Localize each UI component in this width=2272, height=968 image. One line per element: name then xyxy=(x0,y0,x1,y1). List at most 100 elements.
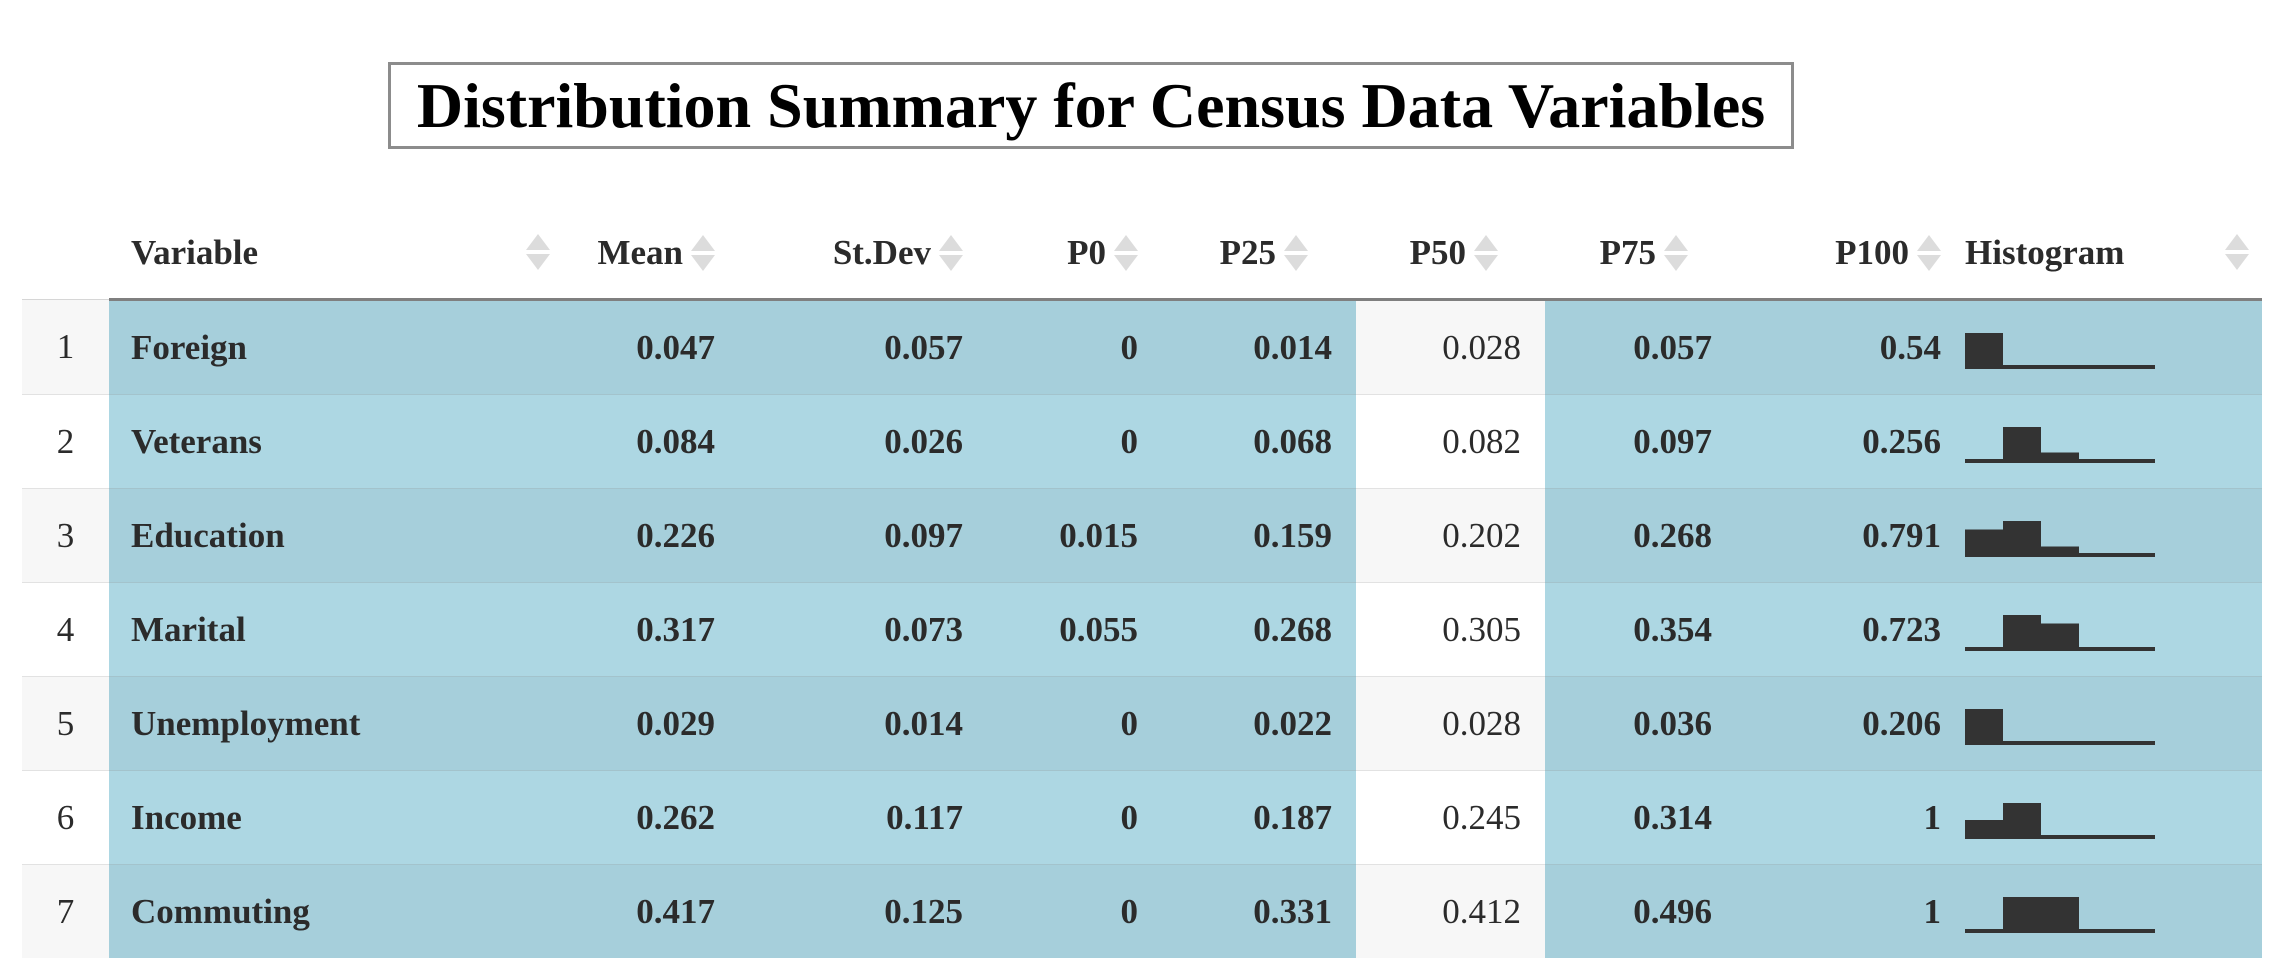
cell-p25: 0.022 xyxy=(1143,676,1356,771)
header-p75[interactable]: P75 xyxy=(1545,206,1736,301)
header-histogram[interactable]: Histogram xyxy=(1951,206,2262,301)
header-sd[interactable]: St.Dev xyxy=(723,206,971,301)
cell-p75: 0.314 xyxy=(1545,770,1736,865)
sort-icon[interactable] xyxy=(2225,232,2249,272)
header-p25-label: P25 xyxy=(1219,233,1276,273)
cell-p75: 0.354 xyxy=(1545,582,1736,677)
cell-p100: 0.791 xyxy=(1736,488,1951,583)
sort-icon[interactable] xyxy=(1114,233,1138,273)
cell-index: 6 xyxy=(22,770,109,865)
cell-index: 2 xyxy=(22,394,109,489)
cell-variable: Income xyxy=(109,770,502,865)
cell-p100: 1 xyxy=(1736,770,1951,865)
cell-p50: 0.412 xyxy=(1356,864,1545,958)
histogram-bar xyxy=(2041,896,2079,931)
cell-p75: 0.268 xyxy=(1545,488,1736,583)
sort-icon[interactable] xyxy=(1664,233,1688,273)
header-row: Variable Mean St.Dev P0 P25 P50 P75 P xyxy=(22,206,2262,301)
header-mean-label: Mean xyxy=(597,233,683,273)
table-row: 1 Foreign 0.047 0.057 0 0.014 0.028 0.057 0.54 xyxy=(22,299,2262,395)
cell-p50: 0.028 xyxy=(1356,299,1545,395)
cell-sd: 0.026 xyxy=(723,394,971,489)
cell-p100: 0.723 xyxy=(1736,582,1951,677)
histogram-bar xyxy=(2003,896,2041,931)
cell-histogram xyxy=(1951,582,2262,677)
table-row: 6 Income 0.262 0.117 0 0.187 0.245 0.314 1 xyxy=(22,770,2262,865)
caption-wrapper: Distribution Summary for Census Data Var… xyxy=(0,62,2272,149)
cell-histogram xyxy=(1951,864,2262,958)
histogram-bar xyxy=(2041,546,2079,555)
summary-table: Variable Mean St.Dev P0 P25 P50 P75 P xyxy=(22,206,2262,958)
cell-p25: 0.014 xyxy=(1143,299,1356,395)
cell-histogram xyxy=(1951,676,2262,771)
header-p75-label: P75 xyxy=(1599,233,1656,273)
cell-mean: 0.029 xyxy=(502,676,723,771)
table-caption: Distribution Summary for Census Data Var… xyxy=(387,62,1795,149)
histogram-bar xyxy=(1965,708,2003,743)
header-variable[interactable]: Variable xyxy=(109,206,550,301)
header-p25[interactable]: P25 xyxy=(1143,206,1356,301)
cell-p50: 0.202 xyxy=(1356,488,1545,583)
cell-p75: 0.036 xyxy=(1545,676,1736,771)
cell-mean: 0.317 xyxy=(502,582,723,677)
cell-p50: 0.082 xyxy=(1356,394,1545,489)
header-mean[interactable]: Mean xyxy=(502,206,723,301)
cell-variable: Veterans xyxy=(109,394,502,489)
histogram-sparkline xyxy=(1965,426,2155,463)
cell-p50: 0.245 xyxy=(1356,770,1545,865)
cell-mean: 0.047 xyxy=(502,299,723,395)
cell-p100: 0.256 xyxy=(1736,394,1951,489)
sort-icon[interactable] xyxy=(691,233,715,273)
cell-p0: 0 xyxy=(971,299,1143,395)
cell-variable: Education xyxy=(109,488,502,583)
cell-index: 3 xyxy=(22,488,109,583)
cell-sd: 0.014 xyxy=(723,676,971,771)
cell-p0: 0.015 xyxy=(971,488,1143,583)
header-p100[interactable]: P100 xyxy=(1736,206,1951,301)
cell-p100: 1 xyxy=(1736,864,1951,958)
header-p50[interactable]: P50 xyxy=(1356,206,1545,301)
cell-index: 4 xyxy=(22,582,109,677)
cell-histogram xyxy=(1951,488,2262,583)
cell-p100: 0.206 xyxy=(1736,676,1951,771)
histogram-sparkline xyxy=(1965,520,2155,557)
cell-p50: 0.305 xyxy=(1356,582,1545,677)
sort-icon[interactable] xyxy=(1474,233,1498,273)
cell-histogram xyxy=(1951,394,2262,489)
header-sd-label: St.Dev xyxy=(832,233,931,273)
cell-sd: 0.117 xyxy=(723,770,971,865)
cell-index: 7 xyxy=(22,864,109,958)
cell-index: 5 xyxy=(22,676,109,771)
cell-p25: 0.268 xyxy=(1143,582,1356,677)
cell-p25: 0.187 xyxy=(1143,770,1356,865)
sort-icon[interactable] xyxy=(1917,233,1941,273)
cell-sd: 0.073 xyxy=(723,582,971,677)
cell-mean: 0.417 xyxy=(502,864,723,958)
cell-variable: Commuting xyxy=(109,864,502,958)
header-p0-label: P0 xyxy=(1067,233,1106,273)
cell-p0: 0 xyxy=(971,864,1143,958)
histogram-sparkline xyxy=(1965,332,2155,369)
sort-icon[interactable] xyxy=(939,233,963,273)
histogram-bar xyxy=(2041,623,2079,649)
header-index xyxy=(22,206,109,300)
cell-p0: 0.055 xyxy=(971,582,1143,677)
histogram-sparkline xyxy=(1965,708,2155,745)
sort-icon[interactable] xyxy=(1284,233,1308,273)
cell-p75: 0.496 xyxy=(1545,864,1736,958)
histogram-bar xyxy=(2003,614,2041,649)
table-row: 4 Marital 0.317 0.073 0.055 0.268 0.305 0.354 0.… xyxy=(22,582,2262,677)
table-row: 2 Veterans 0.084 0.026 0 0.068 0.082 0.097 0.256 xyxy=(22,394,2262,489)
cell-histogram xyxy=(1951,770,2262,865)
cell-variable: Foreign xyxy=(109,299,502,395)
cell-mean: 0.262 xyxy=(502,770,723,865)
cell-p75: 0.097 xyxy=(1545,394,1736,489)
histogram-bar xyxy=(1965,819,2003,837)
cell-variable: Unemployment xyxy=(109,676,502,771)
cell-p0: 0 xyxy=(971,394,1143,489)
header-p50-label: P50 xyxy=(1409,233,1466,273)
header-p0[interactable]: P0 xyxy=(971,206,1143,301)
cell-p100: 0.54 xyxy=(1736,299,1951,395)
cell-p75: 0.057 xyxy=(1545,299,1736,395)
cell-p25: 0.068 xyxy=(1143,394,1356,489)
